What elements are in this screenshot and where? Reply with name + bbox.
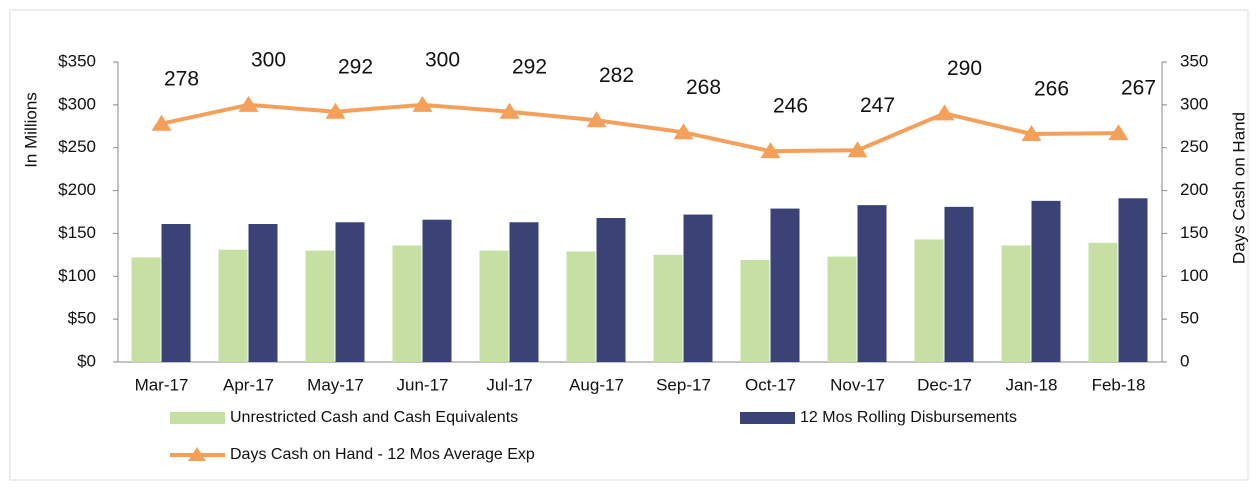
bar bbox=[566, 251, 596, 362]
legend-swatch bbox=[170, 412, 225, 424]
line bbox=[161, 102, 1119, 154]
y-tick-label: $50 bbox=[68, 309, 96, 328]
y-tick-label: $100 bbox=[58, 266, 96, 285]
x-tick-label: Sep-17 bbox=[656, 375, 711, 394]
bar bbox=[914, 239, 944, 362]
marker bbox=[499, 102, 520, 119]
x-tick-label: Nov-17 bbox=[830, 375, 885, 394]
bar bbox=[770, 208, 800, 362]
data-label: 292 bbox=[338, 55, 373, 78]
bar bbox=[218, 249, 248, 362]
marker bbox=[673, 123, 694, 140]
y2-tick-label: 50 bbox=[1180, 309, 1199, 328]
bar bbox=[161, 224, 191, 362]
y-tick-label: $200 bbox=[58, 180, 96, 199]
data-label: 266 bbox=[1034, 78, 1069, 101]
x-tick-label: Aug-17 bbox=[569, 375, 624, 394]
bar bbox=[1031, 200, 1061, 362]
bar bbox=[392, 245, 422, 362]
y-tick-label: $300 bbox=[58, 94, 96, 113]
y-tick-label: $250 bbox=[58, 137, 96, 156]
y-tick-label: $150 bbox=[58, 223, 96, 242]
bar bbox=[305, 250, 335, 362]
bar bbox=[944, 206, 974, 362]
data-label: 278 bbox=[164, 67, 199, 90]
y-tick-label: $0 bbox=[77, 351, 96, 370]
y2-tick-label: 250 bbox=[1180, 137, 1208, 156]
bar bbox=[422, 219, 452, 362]
marker bbox=[325, 102, 346, 119]
marker bbox=[760, 142, 781, 159]
x-tick-label: Jul-17 bbox=[486, 375, 532, 394]
data-label: 290 bbox=[947, 57, 982, 80]
legend-swatch bbox=[740, 412, 795, 424]
x-tick-label: Apr-17 bbox=[223, 375, 274, 394]
y2-axis-label: Days Cash on Hand bbox=[1229, 112, 1248, 264]
legend-marker bbox=[188, 447, 206, 461]
x-tick-label: Mar-17 bbox=[135, 375, 189, 394]
data-label: 268 bbox=[686, 76, 721, 99]
y-axis-label: In Millions bbox=[21, 92, 40, 168]
data-label: 300 bbox=[251, 48, 286, 71]
bar bbox=[1088, 242, 1118, 362]
x-tick-label: May-17 bbox=[307, 375, 364, 394]
x-tick-label: Feb-18 bbox=[1092, 375, 1146, 394]
legend-label: Unrestricted Cash and Cash Equivalents bbox=[230, 409, 518, 426]
data-label: 246 bbox=[773, 95, 808, 118]
x-tick-label: Jan-18 bbox=[1006, 375, 1058, 394]
bar bbox=[1118, 198, 1148, 362]
legend-label: Days Cash on Hand - 12 Mos Average Exp bbox=[230, 446, 535, 463]
bar bbox=[131, 257, 161, 362]
marker bbox=[934, 104, 955, 121]
y2-tick-label: 350 bbox=[1180, 51, 1208, 70]
x-tick-label: Jun-17 bbox=[397, 375, 449, 394]
y2-tick-label: 100 bbox=[1180, 266, 1208, 285]
y-tick-label: $350 bbox=[58, 51, 96, 70]
data-label: 300 bbox=[425, 48, 460, 71]
data-label: 292 bbox=[512, 55, 547, 78]
bar bbox=[857, 205, 887, 362]
data-label: 247 bbox=[860, 94, 895, 117]
marker bbox=[412, 95, 433, 112]
bar bbox=[1001, 245, 1031, 362]
y2-tick-label: 150 bbox=[1180, 223, 1208, 242]
bar bbox=[740, 260, 770, 362]
bar bbox=[596, 218, 626, 362]
marker bbox=[847, 141, 868, 158]
marker bbox=[1108, 124, 1129, 141]
marker bbox=[586, 111, 607, 128]
x-tick-label: Dec-17 bbox=[917, 375, 972, 394]
marker bbox=[1021, 125, 1042, 141]
frame bbox=[9, 9, 1249, 481]
marker bbox=[151, 114, 172, 131]
bar bbox=[827, 256, 857, 362]
x-tick-label: Oct-17 bbox=[745, 375, 796, 394]
y2-tick-label: 200 bbox=[1180, 180, 1208, 199]
marker bbox=[238, 95, 259, 112]
legend-label: 12 Mos Rolling Disbursements bbox=[800, 409, 1017, 426]
bar bbox=[248, 224, 278, 362]
bar bbox=[683, 214, 713, 362]
bar bbox=[479, 250, 509, 362]
bar bbox=[335, 222, 365, 362]
bar bbox=[653, 254, 683, 362]
y2-tick-label: 300 bbox=[1180, 94, 1208, 113]
bar bbox=[509, 222, 539, 362]
data-label: 267 bbox=[1121, 77, 1156, 100]
y2-tick-label: 0 bbox=[1180, 351, 1189, 370]
data-label: 282 bbox=[599, 64, 634, 87]
